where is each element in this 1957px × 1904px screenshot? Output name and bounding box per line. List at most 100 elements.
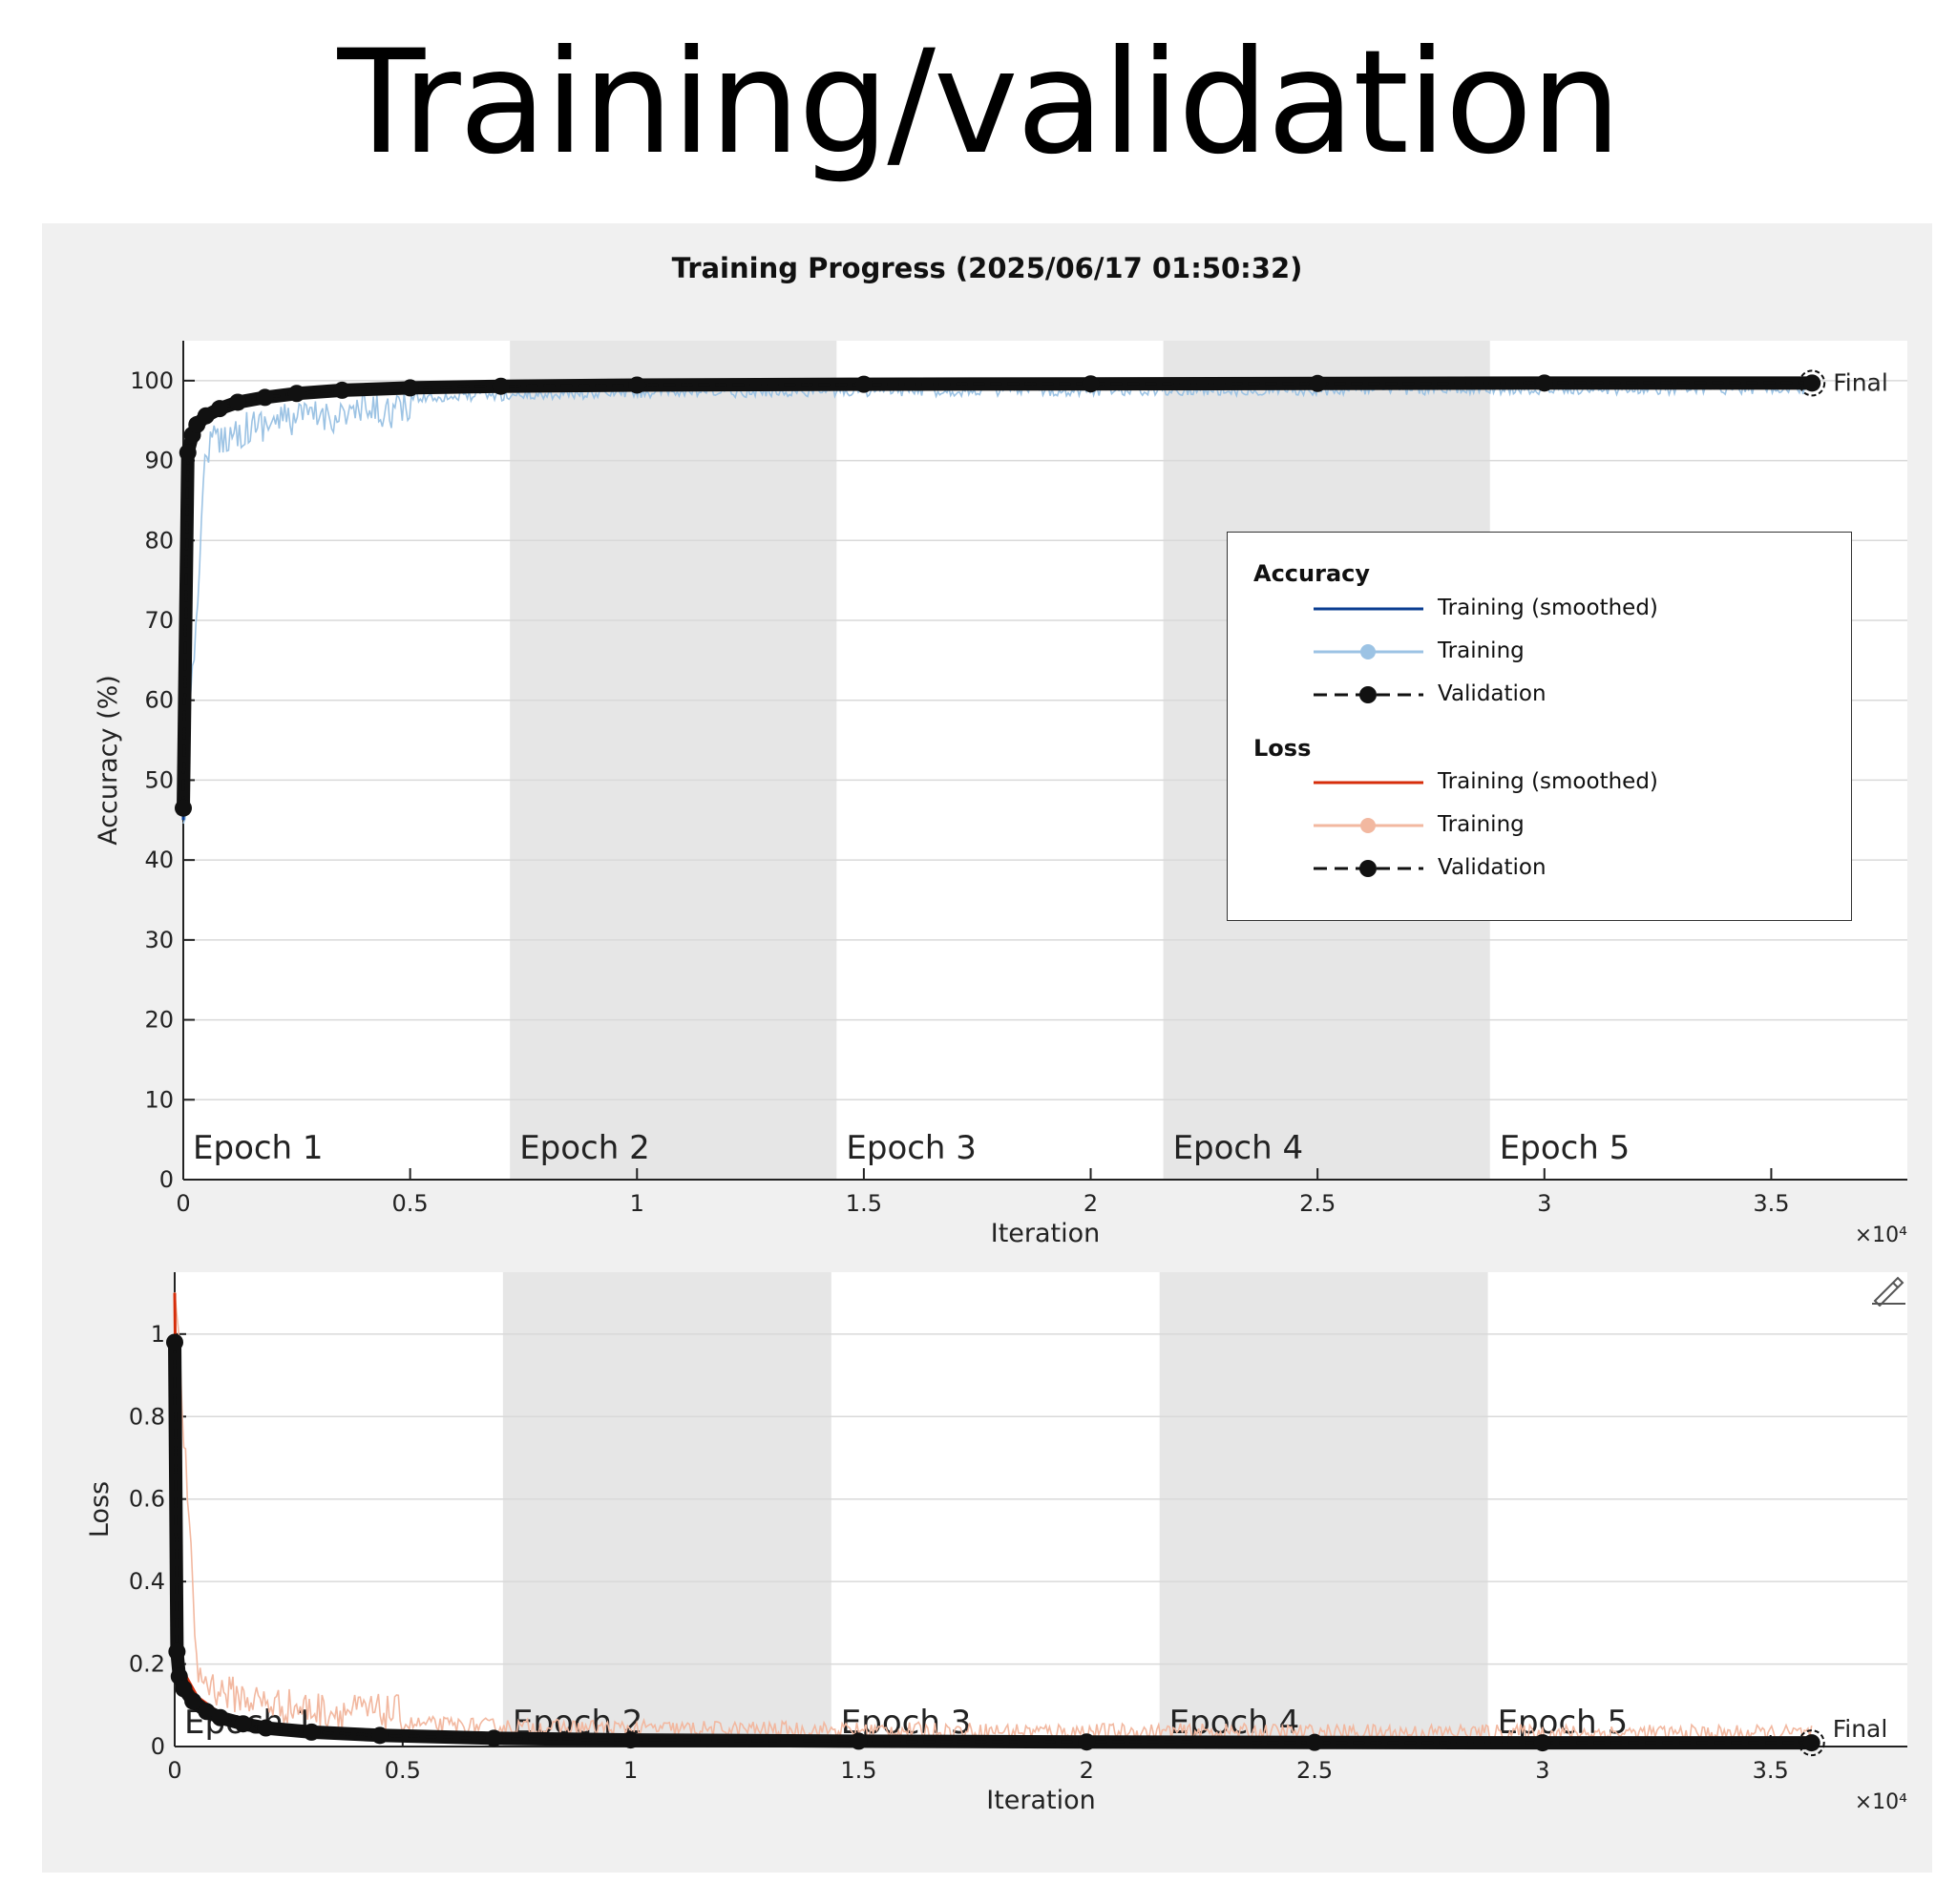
legend-entry-accuracy-training: Training — [1438, 638, 1525, 663]
acc-y-tick-label: 80 — [144, 527, 174, 554]
acc-x-tick-label: 2.5 — [1299, 1190, 1336, 1217]
loss-validation-point — [621, 1731, 640, 1749]
acc-x-tick-label: 3 — [1537, 1190, 1551, 1217]
acc-y-tick-label: 0 — [159, 1166, 174, 1193]
loss-validation-point — [485, 1729, 503, 1747]
loss-y-tick-label: 0.6 — [129, 1486, 165, 1513]
legend-line-loss-smoothed — [1314, 781, 1423, 785]
legend-line-accuracy-training — [1314, 644, 1423, 659]
acc-validation-point — [179, 444, 197, 462]
acc-y-tick-label: 100 — [130, 367, 174, 394]
acc-y-tick-label: 50 — [144, 766, 174, 793]
acc-validation-point — [287, 385, 305, 403]
acc-x-exponent-label: ×10⁴ — [1855, 1224, 1907, 1247]
acc-epoch-label-2: Epoch 2 — [519, 1129, 650, 1167]
loss-y-tick-label: 0.8 — [129, 1403, 165, 1430]
loss-x-exponent-label: ×10⁴ — [1855, 1790, 1907, 1814]
acc-x-axis-label: Iteration — [991, 1219, 1101, 1248]
acc-validation-point — [492, 377, 510, 395]
loss-x-tick-label: 0 — [167, 1757, 181, 1784]
loss-validation-point — [166, 1333, 183, 1351]
acc-x-tick-label: 0.5 — [392, 1190, 429, 1217]
loss-validation-point — [1306, 1733, 1324, 1751]
loss-validation-point — [234, 1715, 252, 1733]
acc-y-tick-label: 90 — [144, 448, 174, 474]
loss-validation-point — [1802, 1734, 1820, 1752]
acc-validation-point — [1535, 374, 1553, 392]
loss-validation-point — [1078, 1733, 1096, 1751]
acc-validation-point — [175, 799, 192, 817]
acc-x-tick-label: 1 — [630, 1190, 644, 1217]
loss-epoch-shade-2 — [502, 1272, 831, 1747]
legend-entry-accuracy-smoothed: Training (smoothed) — [1438, 596, 1658, 620]
loss-x-tick-label: 3 — [1535, 1757, 1549, 1784]
loss-y-tick-label: 0 — [151, 1733, 165, 1760]
acc-validation-point — [256, 388, 274, 407]
loss-x-tick-label: 2.5 — [1296, 1757, 1333, 1784]
loss-validation-point — [198, 1703, 216, 1721]
acc-final-marker — [1799, 369, 1826, 397]
loss-validation-point — [175, 1680, 193, 1698]
loss-final-marker — [1798, 1729, 1825, 1757]
acc-validation-point — [333, 381, 351, 399]
loss-epoch-label-5: Epoch 5 — [1498, 1704, 1629, 1742]
loss-series-training — [174, 1291, 1813, 1745]
loss-validation-point — [370, 1726, 389, 1745]
legend-line-accuracy-smoothed — [1314, 607, 1423, 611]
acc-x-tick-label: 0 — [176, 1190, 190, 1217]
acc-validation-point — [628, 376, 646, 394]
acc-x-tick-label: 2 — [1084, 1190, 1098, 1217]
loss-validation-point — [850, 1732, 868, 1750]
legend-loss-title: Loss — [1253, 735, 1312, 762]
loss-y-axis-label: Loss — [85, 1481, 115, 1538]
loss-validation-point — [168, 1642, 186, 1661]
acc-validation-point — [229, 393, 247, 411]
legend: Accuracy Training (smoothed) Training Va… — [1227, 532, 1852, 921]
loss-y-tick-label: 0.4 — [129, 1568, 165, 1595]
acc-validation-point — [401, 379, 419, 397]
legend-entry-loss-validation: Validation — [1438, 855, 1547, 880]
legend-accuracy-title: Accuracy — [1253, 560, 1371, 587]
acc-x-tick-label: 1.5 — [846, 1190, 882, 1217]
acc-y-tick-label: 40 — [144, 847, 174, 873]
loss-plot-area — [175, 1272, 1907, 1747]
legend-entry-accuracy-validation: Validation — [1438, 681, 1547, 706]
legend-entry-loss-training: Training — [1438, 812, 1525, 837]
acc-y-tick-label: 30 — [144, 927, 174, 953]
loss-final-label: Final — [1833, 1715, 1888, 1743]
acc-y-tick-label: 70 — [144, 607, 174, 634]
legend-line-loss-training — [1314, 818, 1423, 833]
loss-x-tick-label: 1 — [623, 1757, 638, 1784]
acc-validation-point — [197, 407, 215, 425]
loss-x-axis-label: Iteration — [986, 1786, 1096, 1815]
legend-line-accuracy-validation — [1314, 686, 1423, 703]
loss-validation-point — [184, 1692, 202, 1710]
acc-y-tick-label: 20 — [144, 1007, 174, 1034]
loss-validation-point — [1533, 1734, 1551, 1752]
pen-edit-icon[interactable] — [1869, 1272, 1907, 1307]
acc-y-axis-label: Accuracy (%) — [94, 675, 123, 846]
acc-final-label: Final — [1833, 368, 1888, 396]
acc-epoch-shade-2 — [510, 341, 837, 1180]
acc-y-tick-label: 10 — [144, 1086, 174, 1113]
acc-epoch-label-1: Epoch 1 — [193, 1129, 324, 1167]
loss-y-tick-label: 0.2 — [129, 1651, 165, 1678]
loss-x-tick-label: 3.5 — [1753, 1757, 1789, 1784]
acc-validation-point — [211, 400, 229, 418]
acc-y-tick-label: 60 — [144, 687, 174, 714]
acc-validation-point — [1082, 375, 1100, 393]
acc-validation-point — [1309, 374, 1327, 392]
loss-epoch-shade-4 — [1159, 1272, 1488, 1747]
legend-line-loss-validation — [1314, 860, 1423, 877]
loss-x-tick-label: 1.5 — [840, 1757, 876, 1784]
acc-validation-point — [1803, 374, 1821, 392]
loss-x-tick-label: 2 — [1080, 1757, 1094, 1784]
chart-title: Training Progress (2025/06/17 01:50:32) — [671, 252, 1303, 284]
loss-epoch-label-4: Epoch 4 — [1169, 1704, 1300, 1742]
slide-title: Training/validation — [337, 20, 1622, 186]
acc-x-tick-label: 3.5 — [1753, 1190, 1789, 1217]
acc-epoch-label-3: Epoch 3 — [846, 1129, 977, 1167]
loss-validation-point — [257, 1719, 275, 1737]
legend-entry-loss-smoothed: Training (smoothed) — [1438, 769, 1658, 794]
